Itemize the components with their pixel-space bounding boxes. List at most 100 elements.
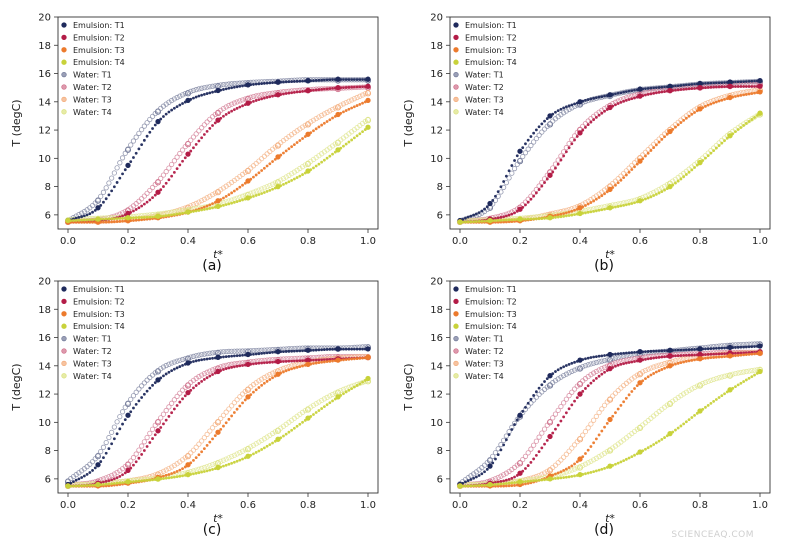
data-point [232, 189, 236, 193]
data-point [548, 114, 552, 118]
data-point [331, 116, 334, 120]
data-point [649, 373, 653, 377]
data-point [575, 396, 579, 399]
data-point [502, 479, 506, 483]
data-point [122, 404, 128, 410]
data-point [169, 97, 175, 104]
data-point [229, 101, 235, 107]
data-point [235, 106, 239, 110]
data-point [239, 97, 246, 103]
data-point [80, 220, 84, 224]
data-point [219, 204, 223, 208]
data-point [717, 85, 721, 89]
data-point [325, 78, 329, 82]
data-point [230, 354, 234, 358]
data-point [594, 437, 598, 441]
data-point [107, 482, 111, 486]
data-point [674, 362, 677, 366]
data-point [461, 220, 465, 224]
data-point [159, 376, 163, 380]
data-point [668, 89, 672, 93]
data-point [163, 407, 169, 414]
data-point [581, 455, 585, 459]
data-point [171, 397, 177, 403]
data-point [260, 352, 264, 355]
data-point [340, 101, 347, 107]
data-point [671, 127, 675, 131]
data-point [635, 452, 639, 456]
data-point [592, 379, 596, 383]
data-point [624, 396, 628, 400]
data-point [641, 87, 645, 91]
data-point [709, 85, 713, 89]
data-point [575, 474, 579, 477]
data-point [693, 413, 696, 417]
data-point [99, 483, 103, 486]
data-point [657, 86, 661, 89]
data-point [622, 400, 626, 404]
data-point [619, 362, 623, 366]
data-point [511, 166, 518, 172]
data-point [137, 147, 141, 151]
data-point [262, 446, 266, 450]
data-point [690, 168, 694, 172]
data-point [575, 101, 579, 105]
data-point [192, 146, 195, 150]
data-point [201, 122, 207, 128]
data-point [496, 216, 500, 220]
data-point [350, 357, 354, 361]
data-point [111, 471, 117, 477]
data-point [570, 475, 574, 478]
data-point [320, 358, 324, 362]
data-point [687, 418, 691, 422]
data-point [124, 400, 132, 408]
data-point [706, 403, 710, 407]
data-point [246, 102, 250, 105]
data-point [155, 178, 161, 185]
data-point [265, 164, 269, 168]
data-point [158, 175, 164, 181]
data-point [755, 345, 759, 348]
data-point [622, 459, 626, 463]
data-point [303, 171, 307, 175]
data-point [605, 421, 609, 425]
data-point [701, 357, 705, 360]
data-point [515, 480, 519, 484]
data-point [537, 478, 541, 482]
data-point [564, 150, 568, 154]
data-point [540, 383, 544, 387]
legend-marker [453, 71, 459, 78]
data-point [229, 348, 235, 354]
data-point [347, 107, 351, 111]
data-point [186, 210, 190, 214]
data-point [162, 474, 165, 478]
data-point [219, 427, 223, 431]
data-point [149, 184, 156, 191]
data-point [319, 112, 325, 119]
data-point [682, 118, 686, 122]
data-point [684, 87, 688, 91]
data-point [676, 354, 680, 357]
data-point [95, 452, 101, 459]
data-point [177, 93, 183, 99]
data-point [154, 419, 162, 426]
legend-marker [453, 59, 459, 65]
data-point [200, 208, 204, 212]
data-point [723, 81, 726, 84]
data-point [342, 347, 345, 351]
data-point [654, 192, 658, 196]
data-point [269, 181, 276, 187]
data-point [342, 392, 345, 396]
data-point [118, 481, 122, 485]
data-point [226, 102, 232, 109]
data-point [616, 407, 620, 411]
data-point [597, 113, 601, 117]
data-point [502, 484, 506, 488]
data-point [235, 187, 239, 191]
data-point [339, 393, 343, 397]
x-tick-label: 0.0 [60, 236, 76, 247]
data-point [630, 455, 634, 459]
data-point [600, 354, 604, 358]
x-tick-label: 1.0 [360, 236, 376, 247]
data-point [188, 137, 194, 143]
